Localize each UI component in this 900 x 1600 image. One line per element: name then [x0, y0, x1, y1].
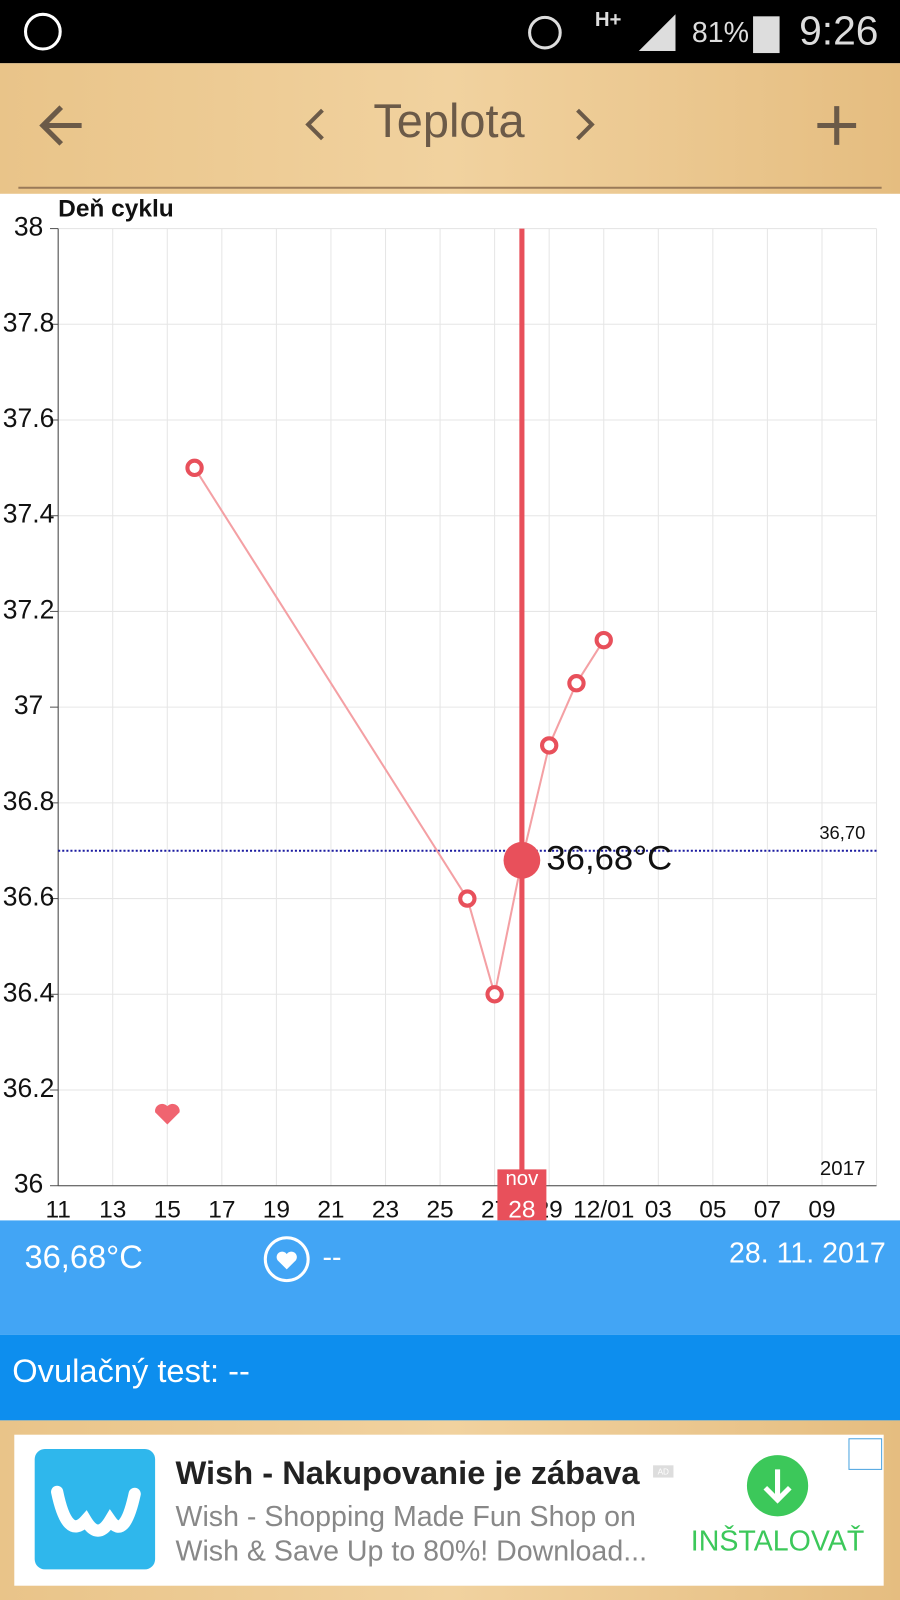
summary-date: 28. 11. 2017 [729, 1238, 886, 1270]
ad-app-icon [34, 1448, 156, 1570]
selected-value-label: 36,68°C [546, 839, 672, 877]
y-tick-label: 36.4 [3, 977, 55, 1007]
line-segment [493, 860, 523, 995]
point [185, 458, 204, 478]
y-tick-label: 36.2 [3, 1073, 55, 1103]
y-tick-label: 36.6 [3, 882, 55, 912]
y-tick-label: 37.8 [3, 307, 55, 337]
point [540, 736, 559, 755]
y-tick-label: 37.2 [3, 594, 55, 624]
x-tick-label: 21 [317, 1197, 344, 1224]
line-segment [520, 745, 551, 861]
chart: 36 36.2 36.4 36.6 36.8 37 37.2 37.4 37.6 37.8 38 De… [3, 196, 878, 1224]
ad-card[interactable] [14, 1434, 884, 1586]
selected-point [503, 841, 541, 879]
notification-icon [23, 12, 62, 51]
x-tick-label: 11 [45, 1197, 70, 1224]
point [594, 630, 613, 650]
point [458, 889, 477, 908]
ad-description: Wish & Save Up to 80%! Download... [176, 1536, 648, 1568]
ad-badge-box [653, 1465, 674, 1478]
add-button[interactable] [817, 106, 857, 145]
x-tick-label: 07 [754, 1197, 781, 1224]
install-button[interactable]: INŠTALOVAŤ [691, 1523, 865, 1557]
x-tick-label: 15 [154, 1197, 181, 1224]
ad-description: Wish - Shopping Made Fun Shop on [176, 1501, 636, 1533]
x-tick-label: 19 [263, 1197, 290, 1224]
point [567, 674, 586, 693]
header-bar [0, 63, 900, 194]
heart-icon [276, 1251, 297, 1270]
x-tick-label: 23 [372, 1197, 399, 1224]
network-type: H+ [595, 9, 622, 31]
y-tick-label: 37.4 [3, 499, 55, 529]
reference-label: 36,70 [819, 822, 865, 843]
next-button[interactable] [576, 108, 595, 141]
selected-day-box [497, 1169, 547, 1221]
x-tick-label: 05 [699, 1197, 726, 1224]
x-tick-label: 03 [645, 1197, 672, 1224]
line-segment [466, 898, 496, 995]
heart-button[interactable] [263, 1236, 310, 1283]
y-tick-label: 38 [14, 212, 44, 242]
point [485, 985, 504, 1004]
ad-choices[interactable] [848, 1438, 883, 1470]
header-title: Teplota [373, 95, 525, 147]
ovulation-bar [0, 1334, 900, 1421]
prev-button[interactable] [305, 108, 324, 141]
x-tick-label: 12/01 [573, 1197, 634, 1224]
y-tick-label: 36 [14, 1169, 44, 1199]
ad-logo [51, 1485, 141, 1537]
battery-percent: 81% [692, 17, 749, 49]
x-tick-label: 13 [99, 1197, 126, 1224]
summary-temperature: 36,68°C [24, 1238, 142, 1275]
battery-icon [753, 16, 780, 54]
intercourse-heart [154, 1103, 180, 1125]
y-axis-title: Deň cyklu [58, 196, 174, 223]
clock: 9:26 [799, 7, 878, 53]
x-tick-label: 17 [208, 1197, 235, 1224]
summary-bar [0, 1220, 900, 1335]
x-tick-label: 28 [508, 1197, 535, 1224]
ovulation-test[interactable]: Ovulačný test: -- [12, 1352, 250, 1389]
status-bar [0, 0, 900, 64]
year-label: 2017 [820, 1158, 865, 1180]
y-tick-label: 36.8 [3, 786, 55, 816]
line-segment [548, 682, 578, 746]
ad-title: Wish - Nakupovanie je zábava [176, 1454, 641, 1491]
y-tick-label: 37 [14, 690, 44, 720]
back-button[interactable] [39, 105, 82, 146]
summary-intercourse: -- [322, 1242, 341, 1274]
line-segment [193, 467, 469, 900]
ad-badge: AD [658, 1468, 669, 1477]
selected-month: nov [505, 1168, 539, 1190]
y-tick-label: 37.6 [3, 403, 55, 433]
x-tick-label: 09 [808, 1197, 835, 1224]
install-arrow [763, 1469, 792, 1504]
alarm-icon [528, 15, 562, 50]
x-tick-label: 25 [426, 1197, 453, 1224]
